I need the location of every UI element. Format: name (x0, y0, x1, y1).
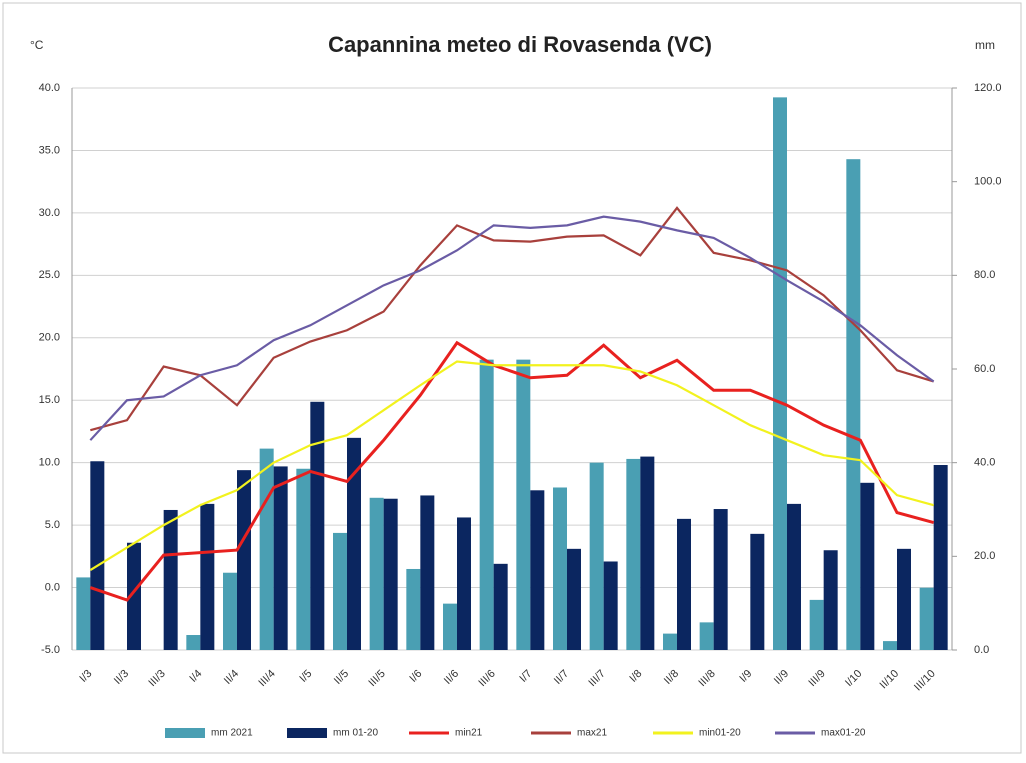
bar (223, 572, 237, 650)
y-tick-label: 35.0 (39, 144, 60, 156)
legend-label: min01-20 (699, 728, 741, 739)
bar (273, 466, 288, 650)
y-tick-label: 0.0 (45, 581, 60, 593)
bar (127, 542, 141, 650)
y2-tick-label: 100.0 (974, 176, 1002, 188)
bar (860, 482, 875, 650)
bar (186, 635, 201, 650)
bar (787, 503, 801, 650)
y-tick-label: 5.0 (45, 519, 60, 531)
bar (200, 503, 215, 650)
bar (823, 550, 838, 650)
legend-label: max01-20 (821, 728, 866, 739)
bar (677, 518, 691, 650)
legend-label: max21 (577, 728, 607, 739)
bar (259, 448, 274, 650)
line (89, 360, 934, 572)
bar (516, 359, 531, 650)
bar (479, 359, 494, 650)
y-tick-label: 10.0 (39, 457, 60, 469)
bar (90, 461, 105, 650)
legend-swatch (165, 728, 205, 738)
bar (553, 487, 567, 650)
bar (163, 509, 178, 650)
line (90, 206, 934, 432)
bar (933, 465, 948, 650)
chart-title: Capannina meteo di Rovasenda (VC) (328, 32, 712, 57)
bar (333, 532, 347, 650)
bar (493, 563, 508, 650)
bar (773, 97, 787, 650)
y-unit: °C (30, 38, 44, 52)
y2-tick-label: 120.0 (974, 82, 1002, 94)
bar (750, 533, 765, 650)
legend-label: min21 (455, 728, 483, 739)
bar (406, 568, 421, 650)
y2-tick-label: 40.0 (974, 457, 995, 469)
y-tick-label: -5.0 (41, 644, 60, 656)
line (89, 340, 935, 602)
bar (663, 633, 677, 650)
bar (76, 577, 91, 650)
legend-label: mm 01-20 (333, 728, 378, 739)
bar (919, 587, 934, 650)
bar (713, 509, 728, 650)
y2-tick-label: 60.0 (974, 363, 995, 375)
y2-tick-label: 20.0 (974, 550, 995, 562)
bar (883, 641, 897, 650)
bar (369, 497, 384, 650)
y-tick-label: 20.0 (39, 332, 60, 344)
bar (443, 603, 457, 650)
bar (383, 498, 398, 650)
legend-swatch (287, 728, 327, 738)
bar (603, 561, 618, 650)
bar (310, 401, 325, 650)
bar (567, 548, 581, 650)
y-tick-label: 25.0 (39, 269, 60, 281)
bar (640, 456, 655, 650)
bar (237, 470, 251, 650)
y2-unit: mm (975, 38, 995, 52)
bar (846, 159, 861, 651)
line (89, 215, 935, 441)
y2-tick-label: 0.0 (974, 644, 989, 656)
bar (809, 599, 824, 650)
bar (897, 548, 911, 650)
y-tick-label: 30.0 (39, 207, 60, 219)
bar (589, 462, 604, 650)
legend-label: mm 2021 (211, 728, 253, 739)
bar (347, 437, 361, 650)
bar (420, 495, 435, 650)
bar (296, 468, 311, 650)
bar (699, 622, 714, 650)
y-tick-label: 40.0 (39, 82, 60, 94)
bar (530, 490, 545, 650)
y2-tick-label: 80.0 (974, 269, 995, 281)
y-tick-label: 15.0 (39, 394, 60, 406)
bar (626, 458, 641, 650)
bar (457, 517, 471, 650)
